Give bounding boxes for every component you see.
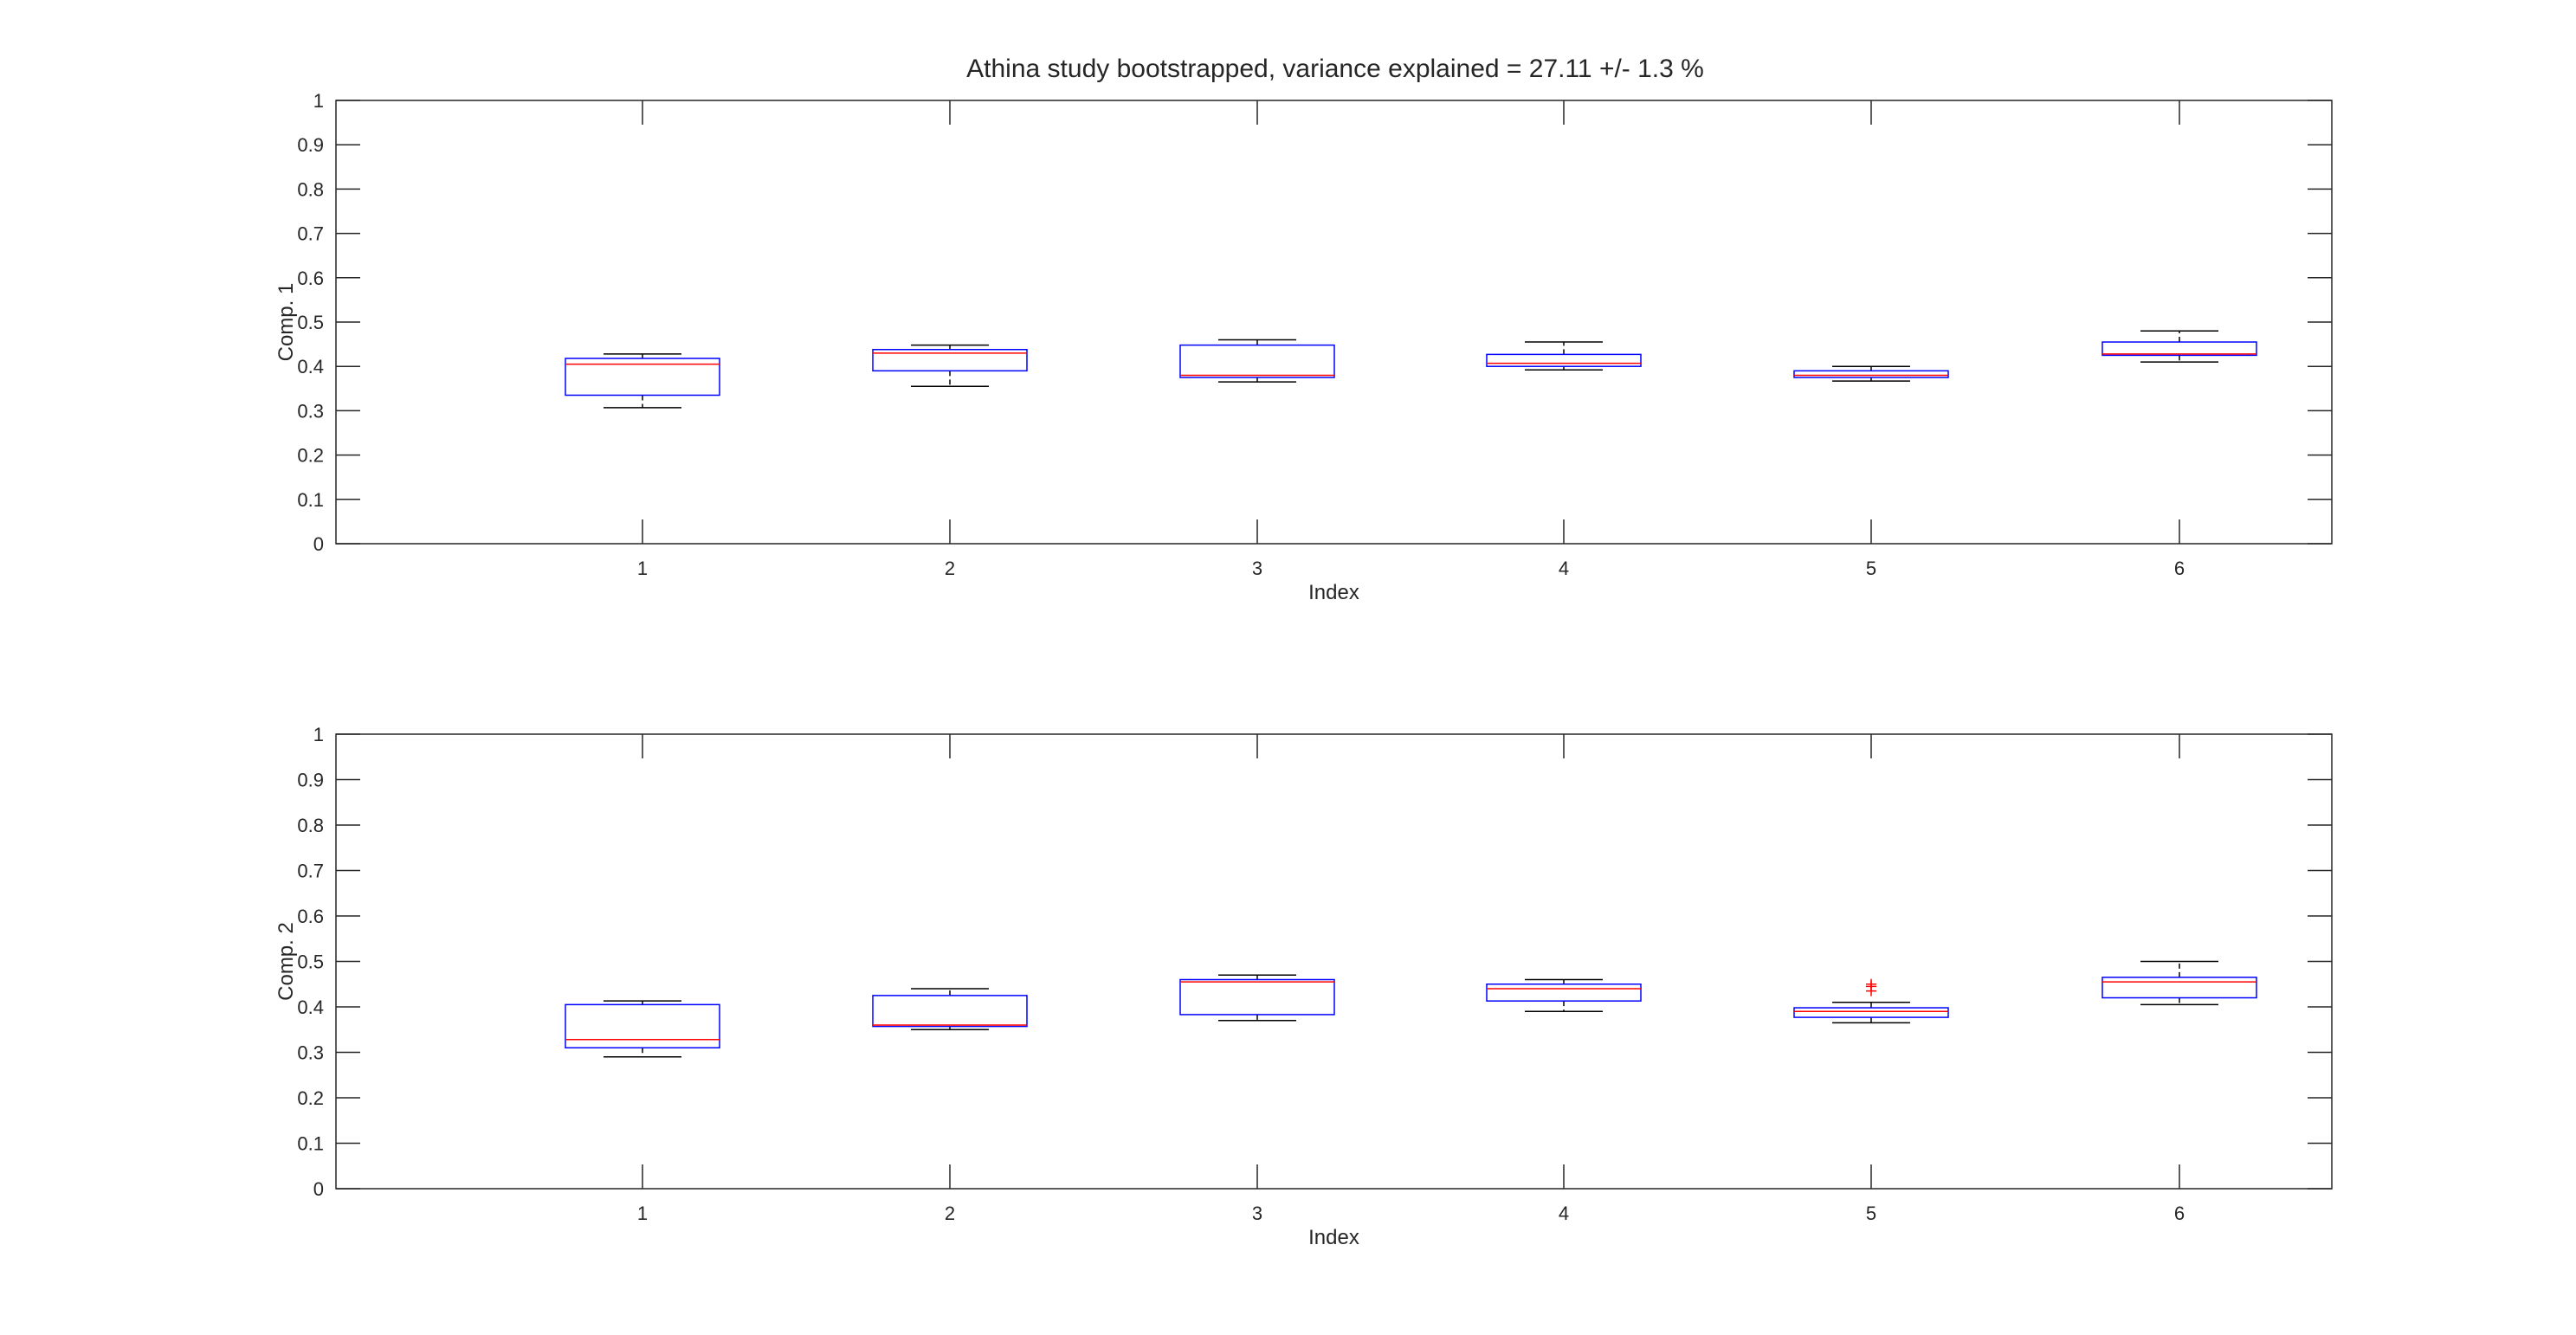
iqr-box bbox=[565, 358, 720, 397]
y-tick-label: 0.8 bbox=[297, 815, 324, 836]
x-tick-label: 6 bbox=[2174, 1203, 2185, 1224]
x-tick-label: 1 bbox=[637, 558, 648, 579]
y-tick-label: 0.1 bbox=[297, 489, 324, 511]
box-5 bbox=[1793, 365, 1949, 382]
y-tick-label: 0.7 bbox=[297, 223, 324, 245]
box-1 bbox=[565, 353, 720, 409]
outlier-marker bbox=[1866, 978, 1876, 990]
y-tick-label: 0.9 bbox=[297, 134, 324, 156]
box-6 bbox=[2101, 960, 2257, 1006]
y-tick-label: 0.5 bbox=[297, 951, 324, 973]
box-4 bbox=[1486, 978, 1642, 1012]
iqr-box bbox=[1179, 344, 1335, 378]
iqr-box bbox=[565, 1003, 720, 1048]
iqr-box bbox=[872, 348, 1028, 372]
y-tick-label: 0.4 bbox=[297, 996, 324, 1018]
y-tick-label: 0.6 bbox=[297, 906, 324, 927]
x-tick-label: 5 bbox=[1866, 1203, 1876, 1224]
x-tick-label: 3 bbox=[1252, 1203, 1262, 1224]
y-tick-label: 1 bbox=[313, 724, 324, 745]
x-tick-label: 2 bbox=[945, 558, 955, 579]
y-tick-label: 0 bbox=[313, 1178, 324, 1200]
iqr-box bbox=[2101, 977, 2257, 999]
figure-title: Athina study bootstrapped, variance expl… bbox=[966, 55, 1704, 83]
box-2 bbox=[872, 344, 1028, 387]
y-tick-label: 0.6 bbox=[297, 268, 324, 289]
y-tick-label: 0.3 bbox=[297, 400, 324, 422]
y-tick-label: 1 bbox=[313, 90, 324, 112]
x-axis-label: Index bbox=[1308, 581, 1359, 604]
box-5 bbox=[1793, 978, 1949, 1024]
x-axis-label: Index bbox=[1308, 1226, 1359, 1249]
iqr-box bbox=[1793, 370, 1949, 378]
iqr-box bbox=[2101, 341, 2257, 357]
box-2 bbox=[872, 988, 1028, 1030]
y-tick-label: 0.2 bbox=[297, 1087, 324, 1109]
iqr-box bbox=[1793, 1007, 1949, 1018]
iqr-box bbox=[1486, 984, 1642, 1002]
subplot-comp-1: 0 0.1 0.2 0.3 0.4 0.5 0.6 0.7 0.8 0.9 1 1 2 3 4 5 6 Index… bbox=[274, 90, 2333, 604]
y-tick-label: 0.7 bbox=[297, 861, 324, 882]
y-tick-label: 0.1 bbox=[297, 1133, 324, 1155]
y-tick-label: 0.9 bbox=[297, 770, 324, 791]
y-axis-label: Comp. 1 bbox=[274, 283, 298, 362]
y-axis-label: Comp. 2 bbox=[274, 922, 298, 1001]
box-6 bbox=[2101, 330, 2257, 363]
y-tick-label: 0 bbox=[313, 533, 324, 555]
y-tick-label: 0.2 bbox=[297, 445, 324, 467]
y-tick-label: 0.4 bbox=[297, 356, 324, 377]
iqr-box bbox=[1486, 353, 1642, 367]
subplot-comp-2: 0 0.1 0.2 0.3 0.4 0.5 0.6 0.7 0.8 0.9 1 1 2 3 4 5 6 Index… bbox=[274, 724, 2333, 1249]
x-tick-label: 1 bbox=[637, 1203, 648, 1224]
x-tick-label: 4 bbox=[1559, 558, 1569, 579]
x-tick-label: 5 bbox=[1866, 558, 1876, 579]
y-tick-label: 0.8 bbox=[297, 178, 324, 200]
y-tick-label: 0.3 bbox=[297, 1042, 324, 1064]
box-3 bbox=[1179, 974, 1335, 1022]
box-1 bbox=[565, 1000, 720, 1058]
x-tick-label: 3 bbox=[1252, 558, 1262, 579]
iqr-box bbox=[872, 995, 1028, 1028]
box-4 bbox=[1486, 341, 1642, 371]
y-tick-label: 0.5 bbox=[297, 312, 324, 333]
x-tick-label: 4 bbox=[1559, 1203, 1569, 1224]
box-3 bbox=[1179, 339, 1335, 383]
iqr-box bbox=[1179, 978, 1335, 1016]
x-tick-label: 6 bbox=[2174, 558, 2185, 579]
x-tick-label: 2 bbox=[945, 1203, 955, 1224]
